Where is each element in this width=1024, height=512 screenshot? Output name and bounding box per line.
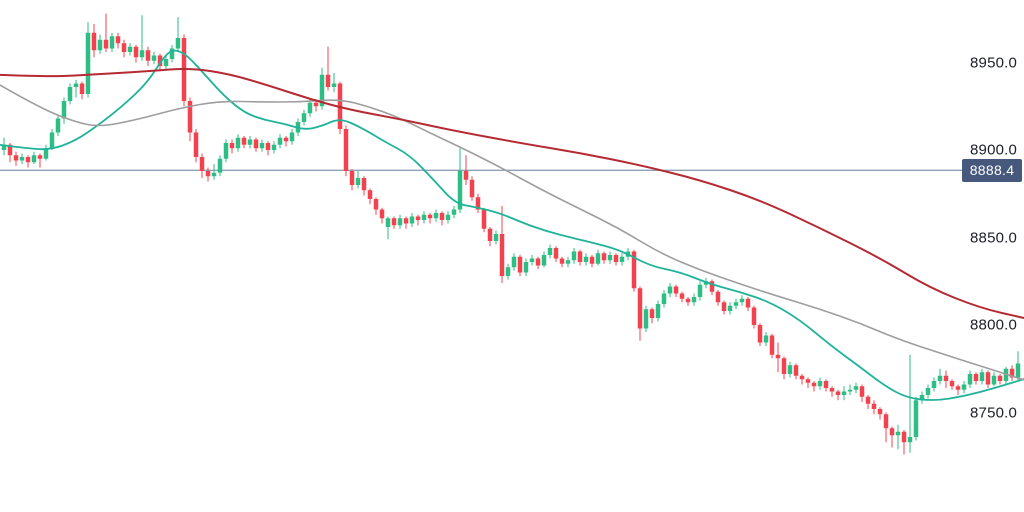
ma-slow-line <box>0 67 1024 319</box>
price-line-badge[interactable]: 8888.4 <box>962 158 1022 182</box>
ma-fast-line <box>0 49 1024 401</box>
ma-mid-line <box>0 84 1024 381</box>
candles-layer <box>1 13 1021 455</box>
